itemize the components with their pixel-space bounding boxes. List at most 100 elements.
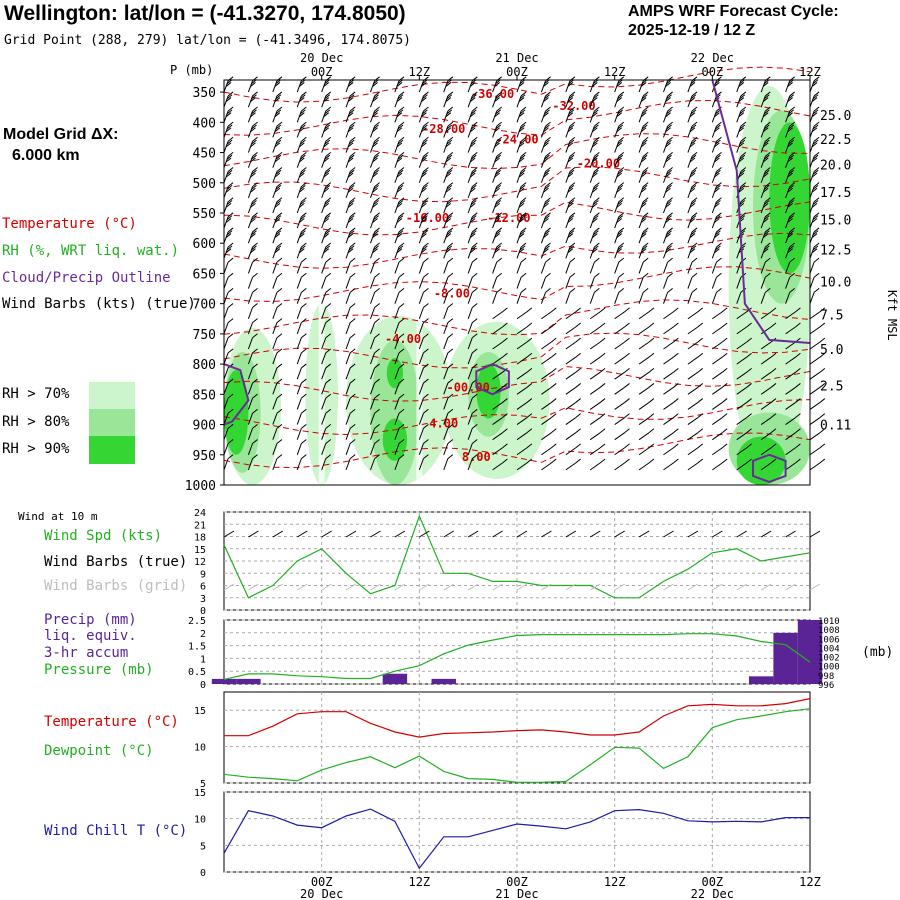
wind-barb [296,80,302,93]
wind-barb [223,80,229,93]
wind-barb-flag [616,127,623,133]
wind-barb-flag [276,257,283,263]
wind-barb-flag [721,337,728,343]
wind-barb-flag [813,287,820,293]
wind-barb-flag [567,112,574,118]
wind-barb [809,341,821,350]
wind-barb-flag [324,200,331,205]
surface-wind-barb-grid [687,583,699,591]
wind-barb-flag [251,200,257,205]
wind-barb-flag [471,151,478,157]
wind-barb-flag [721,413,728,419]
wind-barb-flag [616,233,623,238]
wind-barb [540,277,546,289]
wind-barb [394,382,400,395]
wind-barb-flag [227,378,234,384]
windchill-label: Wind Chill T (°C) [44,823,188,839]
wind-barb-flag [715,124,721,130]
pressure-tick-label: 400 [193,116,216,131]
wind-barb-flag [543,157,549,163]
wind-barb-flag [641,230,648,236]
rh-region [224,370,249,455]
height-tick-label: 22.5 [820,133,851,148]
wind-barb [589,432,601,441]
wind-barb-flag [812,94,819,100]
wind-barb-flag [763,109,770,115]
wind-barb-flag [325,182,332,187]
wind-barb-flag [396,157,403,163]
wind-barb-flag [252,106,258,112]
wind-barb-flag [591,218,598,223]
wind-barb-flag [226,245,233,251]
wind-barb-flag [275,94,282,100]
windchill-panel-y-tick-label: 0 [200,868,206,879]
wind-barb [687,447,699,456]
wind-barb-flag [301,91,307,97]
wind-barb-flag [648,337,655,343]
wind-barb [467,80,473,93]
wind-barb-flag [518,142,525,148]
wind-barb-flag [496,227,502,233]
wind-barb-flag [746,383,752,388]
wind-barb-flag [640,218,647,223]
temperature-contour-line [223,66,811,103]
wind-barb-flag [349,91,356,97]
wind-barb-flag [811,233,818,238]
wind-barb [345,125,351,138]
wind-barb-flag [550,337,557,343]
wind-barb-flag [325,303,332,308]
wind-barb-flag [568,185,575,190]
wind-barb [663,432,674,441]
wind-barb-flag [373,245,379,251]
surface-wind-barb-grid [492,583,503,591]
wind-barb-flag [526,322,533,328]
wind-barb-flag [374,378,380,384]
rh-region [736,436,786,485]
wind-barb-flag [225,127,232,133]
wind-barb [760,432,772,441]
wind-barb [370,382,376,395]
wind-barb-flag [423,378,429,384]
wind-barb-flag [347,202,354,208]
wind-barb-flag [740,106,747,112]
surface-wind-barb-grid [248,583,259,591]
temperature-contour-line [223,166,811,203]
wind-barb-flag [673,398,679,403]
wind-barb [638,371,650,380]
wind-barb-flag [422,245,428,251]
wind-barb [516,292,522,304]
wind-barb-flag [422,215,428,221]
wind-barb-flag [544,230,550,236]
wind-barb-flag [421,97,427,102]
forecast-cycle-value: 2025-12-19 / 12 Z [628,22,756,39]
wind-barb-flag [544,215,550,221]
wind-barb-flag [300,185,306,190]
wind-barb [614,341,625,350]
wind-barb [614,402,625,410]
wind-barb [712,356,723,365]
wind-barb-flag [575,367,581,373]
wind-barb-flag [374,363,380,369]
wind-barb-flag [520,212,527,218]
wind10m-title: Wind at 10 m [18,510,98,523]
wind-barb-flag [276,318,283,323]
wind-barb [809,417,821,425]
wind-barb-flag [396,112,403,118]
wind-barb [492,447,503,456]
wind-barb [370,337,376,350]
wind-barb-flag [494,248,500,254]
wind-barb-flag [689,82,696,87]
wind-barb-flag [445,82,452,87]
wind-barb-flag [746,413,752,419]
wind-barb-flag [349,151,356,157]
wind-barb-flag [422,109,428,115]
wind-barb-flag [276,303,283,308]
wind-barb-flag [697,383,704,388]
wind-barb-flag [301,242,307,248]
wind-barb-flag [788,139,794,145]
wind-barb-flag [618,167,625,172]
wind-barb-flag [325,136,332,142]
wind-barb-flag [469,127,476,133]
surface-wind-barb [223,530,235,538]
height-tick-label: 12.5 [820,243,851,258]
